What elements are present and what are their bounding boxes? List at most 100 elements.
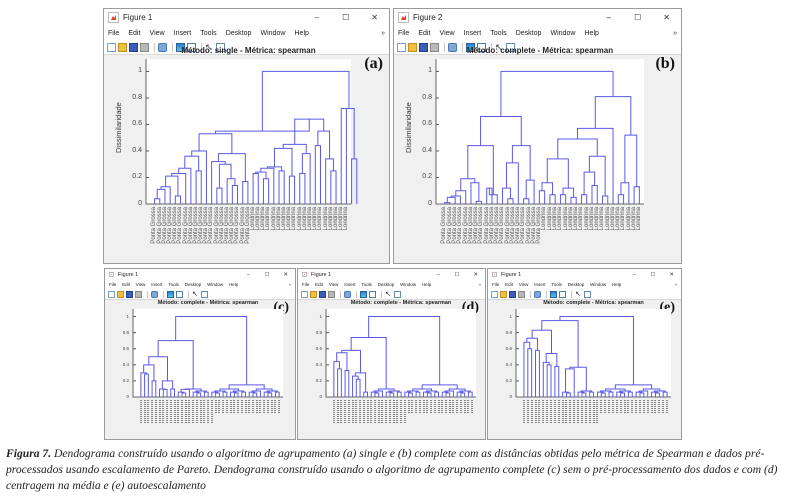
plot-axes[interactable] [325, 309, 476, 398]
minimize-button[interactable]: – [436, 271, 440, 278]
menu-insert[interactable]: Insert [534, 282, 546, 287]
menu-overflow-icon[interactable]: » [288, 282, 291, 287]
close-button[interactable]: ✕ [371, 13, 378, 22]
edit-plot-arrow-icon[interactable] [192, 291, 199, 298]
menu-window[interactable]: Window [550, 29, 576, 37]
new-figure-icon[interactable] [397, 42, 406, 52]
maximize-button[interactable]: ☐ [454, 271, 460, 278]
menu-file[interactable]: File [398, 29, 410, 37]
plot-axes[interactable] [132, 309, 283, 398]
open-file-icon[interactable] [408, 42, 417, 52]
menu-help[interactable]: Help [228, 282, 239, 287]
open-file-icon[interactable] [118, 42, 127, 52]
maximize-button[interactable]: ☐ [342, 13, 350, 22]
save-icon[interactable] [129, 42, 138, 52]
menu-desktop[interactable]: Desktop [225, 29, 252, 37]
menu-file[interactable]: File [109, 282, 117, 287]
link-plot-icon[interactable] [448, 42, 457, 52]
close-button[interactable]: ✕ [473, 271, 478, 278]
menu-desktop[interactable]: Desktop [515, 29, 542, 37]
menu-insert[interactable]: Insert [463, 29, 482, 37]
plot-axes[interactable] [145, 59, 358, 205]
new-figure-icon[interactable] [107, 42, 116, 52]
plot-axes[interactable] [515, 309, 671, 398]
menu-overflow-icon[interactable]: » [478, 282, 481, 287]
menu-window[interactable]: Window [260, 29, 286, 37]
new-figure-icon[interactable] [301, 290, 308, 298]
minimize-button[interactable]: – [246, 271, 250, 278]
menu-view[interactable]: View [135, 282, 146, 287]
maximize-button[interactable]: ☐ [650, 271, 656, 278]
menu-window[interactable]: Window [400, 282, 417, 287]
menu-overflow-icon[interactable]: » [674, 282, 677, 287]
menu-tools[interactable]: Tools [168, 282, 179, 287]
print-icon[interactable] [135, 290, 142, 298]
menu-desktop[interactable]: Desktop [377, 282, 395, 287]
property-inspector-icon[interactable] [506, 42, 515, 52]
menu-insert[interactable]: Insert [173, 29, 192, 37]
insert-legend-icon[interactable] [187, 42, 196, 52]
menu-insert[interactable]: Insert [344, 282, 356, 287]
insert-colorbar-icon[interactable] [550, 290, 557, 298]
menu-tools[interactable]: Tools [200, 29, 217, 37]
menu-help[interactable]: Help [584, 29, 599, 37]
menu-desktop[interactable]: Desktop [184, 282, 202, 287]
print-icon[interactable] [328, 290, 335, 298]
menu-window[interactable]: Window [590, 282, 607, 287]
insert-legend-icon[interactable] [369, 290, 376, 298]
property-inspector-icon[interactable] [201, 290, 208, 298]
menu-overflow-icon[interactable]: » [673, 29, 677, 37]
print-icon[interactable] [140, 42, 149, 52]
menu-overflow-icon[interactable]: » [381, 29, 385, 37]
minimize-button[interactable]: – [314, 13, 319, 22]
menu-help[interactable]: Help [421, 282, 432, 287]
menu-view[interactable]: View [149, 29, 165, 37]
edit-plot-arrow-icon[interactable] [575, 291, 582, 298]
edit-plot-arrow-icon[interactable] [385, 291, 392, 298]
menu-view[interactable]: View [328, 282, 339, 287]
property-inspector-icon[interactable] [216, 42, 225, 52]
open-file-icon[interactable] [500, 290, 507, 298]
link-plot-icon[interactable] [344, 290, 351, 298]
menu-tools[interactable]: Tools [490, 29, 507, 37]
link-plot-icon[interactable] [158, 42, 167, 52]
menu-window[interactable]: Window [207, 282, 224, 287]
menu-view[interactable]: View [439, 29, 455, 37]
menu-view[interactable]: View [518, 282, 529, 287]
menu-edit[interactable]: Edit [122, 282, 130, 287]
menu-help[interactable]: Help [611, 282, 622, 287]
menu-file[interactable]: File [492, 282, 500, 287]
save-icon[interactable] [126, 290, 133, 298]
insert-colorbar-icon[interactable] [466, 42, 475, 52]
plot-axes[interactable] [435, 59, 644, 205]
close-button[interactable]: ✕ [669, 271, 674, 278]
menu-edit[interactable]: Edit [418, 29, 431, 37]
insert-colorbar-icon[interactable] [167, 290, 174, 298]
close-button[interactable]: ✕ [283, 271, 288, 278]
property-inspector-icon[interactable] [394, 290, 401, 298]
insert-legend-icon[interactable] [176, 290, 183, 298]
save-icon[interactable] [509, 290, 516, 298]
close-button[interactable]: ✕ [663, 13, 670, 22]
maximize-button[interactable]: ☐ [264, 271, 270, 278]
insert-colorbar-icon[interactable] [176, 42, 185, 52]
minimize-button[interactable]: – [606, 13, 611, 22]
print-icon[interactable] [518, 290, 525, 298]
menu-file[interactable]: File [108, 29, 120, 37]
menu-desktop[interactable]: Desktop [567, 282, 585, 287]
new-figure-icon[interactable] [108, 290, 115, 298]
print-icon[interactable] [430, 42, 439, 52]
open-file-icon[interactable] [117, 290, 124, 298]
menu-insert[interactable]: Insert [151, 282, 163, 287]
maximize-button[interactable]: ☐ [634, 13, 642, 22]
insert-legend-icon[interactable] [559, 290, 566, 298]
insert-colorbar-icon[interactable] [360, 290, 367, 298]
menu-edit[interactable]: Edit [315, 282, 323, 287]
link-plot-icon[interactable] [151, 290, 158, 298]
menu-file[interactable]: File [302, 282, 310, 287]
menu-tools[interactable]: Tools [361, 282, 372, 287]
menu-help[interactable]: Help [294, 29, 309, 37]
open-file-icon[interactable] [310, 290, 317, 298]
minimize-button[interactable]: – [632, 271, 636, 278]
menu-edit[interactable]: Edit [505, 282, 513, 287]
